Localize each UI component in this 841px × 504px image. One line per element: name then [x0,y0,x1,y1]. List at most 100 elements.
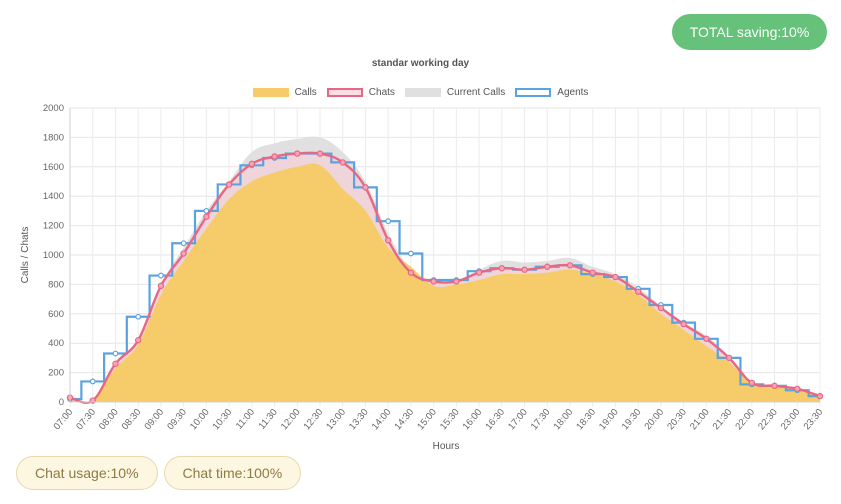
chats-point [703,335,710,342]
y-tick-label: 600 [48,309,64,320]
x-tick-label: 23:30 [802,407,826,432]
chats-point [657,304,665,312]
x-tick-label: 07:30 [74,407,98,432]
chart-title: standar working day [371,58,470,69]
chats-point [248,160,256,168]
x-tick-label: 20:00 [642,407,666,432]
legend-label-agents: Agents [557,87,589,98]
calls-series [70,163,820,403]
x-tick-label: 15:00 [415,407,439,432]
x-tick-label: 14:30 [392,407,416,432]
chats-point [339,159,346,166]
chats-point [612,273,619,281]
x-tick-label: 23:00 [779,407,803,432]
x-tick-label: 12:00 [279,407,303,432]
x-tick-label: 13:00 [324,407,348,432]
x-tick-label: 21:30 [711,407,735,432]
x-tick-label: 08:00 [97,407,121,432]
total-saving-badge[interactable]: TOTAL saving:10% [672,14,827,50]
agents-point [135,313,142,320]
x-tick-label: 07:00 [52,407,76,432]
y-tick-label: 2000 [43,103,64,114]
chats-point [816,392,824,400]
chats-point [180,250,187,257]
chats-point [112,360,119,367]
x-tick-label: 15:30 [438,407,462,432]
agents-point [158,272,164,279]
y-tick-label: 1400 [43,191,64,202]
chats-point [725,354,733,362]
chats-point [771,382,778,390]
legend-label-calls: Calls [294,87,317,98]
chats-point [294,150,301,157]
chats-point [748,379,756,387]
chats-point [498,265,506,272]
chats-point [271,153,278,160]
x-tick-label: 16:30 [483,407,507,432]
chart-legend: Calls Chats Current Calls Agents [0,87,841,98]
x-tick-label: 14:00 [370,407,394,432]
y-tick-label: 0 [59,397,64,408]
chats-point [544,263,551,270]
x-tick-label: 19:00 [597,407,621,432]
legend-label-chats: Chats [368,87,395,98]
agents-point [385,218,392,225]
x-tick-label: 22:30 [756,407,780,432]
chats-point [453,278,460,285]
legend-swatch-agents [515,88,552,97]
y-tick-label: 200 [48,368,64,379]
agents-point [203,207,210,214]
y-tick-label: 1200 [43,221,64,232]
legend-swatch-calls [252,88,289,97]
legend-item-agents[interactable]: Agents [515,87,588,98]
x-tick-label: 09:00 [142,407,166,432]
chats-point [384,237,392,244]
chats-point [430,278,437,285]
chats-point [157,282,165,290]
chats-point [566,262,574,269]
x-tick-label: 18:30 [574,407,598,432]
x-tick-label: 10:30 [211,407,235,432]
x-tick-label: 11:30 [257,407,280,432]
x-tick-label: 12:30 [302,407,326,432]
x-axis-title: Hours [433,441,460,452]
x-tick-label: 09:30 [165,407,189,432]
chats-line [69,151,821,404]
agents-point [180,240,187,247]
x-tick-label: 20:30 [665,407,689,432]
y-tick-label: 1600 [43,162,64,173]
agents-point [408,250,414,257]
chats-point [362,184,369,191]
x-tick-label: 13:30 [347,407,371,432]
y-tick-label: 1800 [43,132,64,143]
chats-point [203,213,210,220]
calls-area [70,163,820,403]
legend-item-chats[interactable]: Chats [326,87,395,98]
legend-item-calls[interactable]: Calls [252,87,317,98]
legend-swatch-current-calls [404,88,441,97]
chat-usage-button[interactable]: Chat usage:10% [16,456,158,490]
y-tick-label: 800 [48,279,64,290]
chat-time-button[interactable]: Chat time:100% [163,456,302,490]
legend-item-current-calls[interactable]: Current Calls [404,87,505,98]
chats-point [589,269,596,276]
chats-point [475,269,483,276]
x-tick-label: 22:00 [733,407,757,432]
x-tick-label: 17:00 [506,407,530,432]
x-tick-label: 11:00 [234,407,257,432]
chats-point [407,269,415,276]
chats-point [794,385,801,392]
chats-series [66,150,824,404]
x-tick-label: 16:00 [461,407,485,432]
x-tick-label: 10:00 [188,407,212,432]
x-tick-label: 21:00 [688,407,712,432]
chats-point [634,288,642,295]
x-tick-label: 18:00 [552,407,576,432]
chats-point [521,266,528,273]
y-axis-title: Calls / Chats [20,227,31,284]
chats-point [134,337,142,344]
agents-point [112,350,119,357]
x-tick-label: 08:30 [120,407,144,432]
x-tick-label: 17:30 [529,407,553,432]
